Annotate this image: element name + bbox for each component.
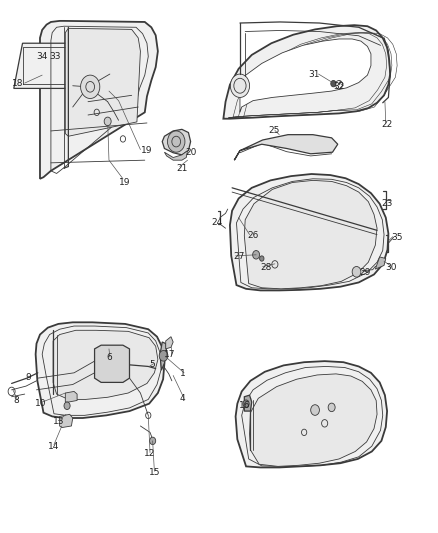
Text: 1: 1	[180, 369, 186, 378]
Text: 22: 22	[381, 119, 393, 128]
Text: 20: 20	[185, 148, 196, 157]
Circle shape	[104, 117, 111, 126]
Circle shape	[159, 351, 168, 361]
Text: 8: 8	[13, 396, 19, 405]
Text: 26: 26	[247, 231, 259, 240]
Text: 19: 19	[141, 146, 153, 155]
Circle shape	[150, 437, 155, 445]
Circle shape	[167, 131, 185, 152]
Text: 33: 33	[49, 52, 61, 61]
Text: 23: 23	[381, 199, 393, 208]
Text: 31: 31	[308, 70, 320, 78]
Text: 17: 17	[164, 350, 176, 359]
Text: 18: 18	[11, 78, 23, 87]
Polygon shape	[65, 28, 141, 136]
Polygon shape	[230, 174, 389, 290]
Polygon shape	[223, 25, 390, 119]
Polygon shape	[236, 361, 387, 467]
Polygon shape	[166, 337, 173, 349]
Circle shape	[253, 251, 260, 259]
Circle shape	[81, 75, 100, 99]
Text: 32: 32	[333, 82, 345, 91]
Polygon shape	[375, 257, 386, 269]
Polygon shape	[95, 345, 130, 382]
Text: 29: 29	[360, 269, 371, 277]
Circle shape	[311, 405, 319, 415]
Polygon shape	[40, 21, 158, 179]
Text: 27: 27	[233, 253, 244, 261]
Text: 35: 35	[392, 233, 403, 242]
Text: 15: 15	[148, 469, 160, 477]
Polygon shape	[35, 322, 164, 418]
Polygon shape	[65, 391, 77, 402]
Circle shape	[260, 256, 264, 261]
Circle shape	[331, 80, 336, 87]
Text: 25: 25	[268, 126, 279, 135]
Polygon shape	[160, 342, 166, 370]
Circle shape	[352, 266, 361, 277]
Polygon shape	[162, 130, 191, 155]
Text: 13: 13	[53, 417, 64, 426]
Polygon shape	[244, 180, 377, 289]
Circle shape	[328, 403, 335, 411]
Text: 6: 6	[106, 353, 112, 362]
Text: 21: 21	[176, 164, 187, 173]
Text: 4: 4	[179, 394, 185, 403]
Text: 24: 24	[211, 219, 223, 228]
Text: 10: 10	[35, 399, 46, 408]
Polygon shape	[60, 414, 73, 427]
Circle shape	[230, 74, 250, 98]
Text: 9: 9	[25, 373, 31, 382]
Polygon shape	[234, 135, 338, 160]
Text: 5: 5	[150, 360, 155, 369]
Text: 12: 12	[145, 449, 155, 458]
Text: 34: 34	[36, 52, 48, 61]
Polygon shape	[250, 374, 377, 466]
Polygon shape	[244, 395, 252, 411]
Circle shape	[64, 402, 70, 409]
Text: 30: 30	[386, 263, 397, 272]
Text: 16: 16	[239, 401, 250, 410]
Text: 19: 19	[120, 178, 131, 187]
Circle shape	[243, 400, 249, 407]
Polygon shape	[240, 39, 371, 112]
Polygon shape	[164, 151, 187, 160]
Polygon shape	[14, 43, 81, 88]
Polygon shape	[53, 330, 158, 399]
Text: 28: 28	[261, 263, 272, 272]
Text: 14: 14	[48, 442, 60, 451]
